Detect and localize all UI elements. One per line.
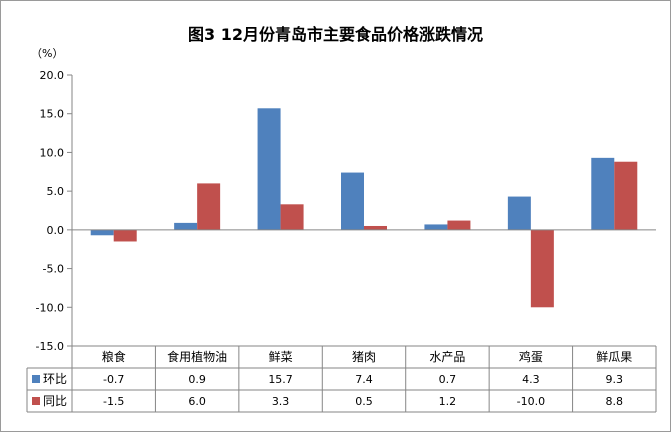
bar-同比-鲜菜 xyxy=(280,204,304,230)
bar-环比-鲜瓜果 xyxy=(591,157,615,230)
data-label-同比: -10.0 xyxy=(517,395,545,408)
category-label: 粮食 xyxy=(102,349,126,364)
chart-title: 图3 12月份青岛市主要食品价格涨跌情况 xyxy=(188,25,483,44)
bar-同比-鸡蛋 xyxy=(530,229,554,308)
y-tick-label: 20.0 xyxy=(40,69,65,82)
data-label-同比: -1.5 xyxy=(103,395,124,408)
data-label-环比: 0.7 xyxy=(439,373,457,386)
data-label-环比: 4.3 xyxy=(522,373,540,386)
data-label-同比: 0.5 xyxy=(355,395,373,408)
legend-label-环比: 环比 xyxy=(43,372,67,386)
bar-环比-鸡蛋 xyxy=(507,196,531,230)
bar-同比-猪肉 xyxy=(364,225,387,230)
y-tick-label: 0.0 xyxy=(47,224,65,237)
bar-环比-猪肉 xyxy=(341,172,364,230)
legend-key-环比 xyxy=(32,375,40,383)
bar-同比-食用植物油 xyxy=(197,183,221,230)
y-tick-label: -5.0 xyxy=(43,263,64,276)
bar-环比-鲜菜 xyxy=(257,108,281,230)
data-label-同比: 6.0 xyxy=(188,395,206,408)
data-label-环比: 9.3 xyxy=(606,373,624,386)
category-label: 水产品 xyxy=(429,350,465,364)
bar-环比-水产品 xyxy=(424,224,448,230)
category-label: 食用植物油 xyxy=(167,349,227,364)
data-label-同比: 8.8 xyxy=(606,395,624,408)
bar-同比-水产品 xyxy=(447,220,471,230)
y-tick-label: 10.0 xyxy=(40,146,65,159)
data-label-环比: 15.7 xyxy=(268,373,293,386)
data-label-环比: 0.9 xyxy=(188,373,206,386)
bar-同比-粮食 xyxy=(113,229,137,242)
data-label-同比: 1.2 xyxy=(439,395,457,408)
data-label-同比: 3.3 xyxy=(272,395,290,408)
category-label: 猪肉 xyxy=(352,350,376,364)
bar-同比-鲜瓜果 xyxy=(614,161,638,230)
y-tick-label: 5.0 xyxy=(47,185,65,198)
y-tick-label: 15.0 xyxy=(40,108,65,121)
y-tick-label: -15.0 xyxy=(36,340,64,353)
bar-环比-食用植物油 xyxy=(174,222,198,230)
data-label-环比: -0.7 xyxy=(103,373,124,386)
legend-key-同比 xyxy=(32,397,40,405)
y-tick-label: -10.0 xyxy=(36,301,64,314)
y-axis-unit-label: （%） xyxy=(31,47,64,60)
category-label: 鲜瓜果 xyxy=(596,350,632,364)
category-label: 鲜菜 xyxy=(269,350,293,364)
legend-label-同比: 同比 xyxy=(43,394,67,408)
bar-环比-粮食 xyxy=(90,229,114,236)
data-label-环比: 7.4 xyxy=(355,373,373,386)
category-label: 鸡蛋 xyxy=(519,349,543,364)
